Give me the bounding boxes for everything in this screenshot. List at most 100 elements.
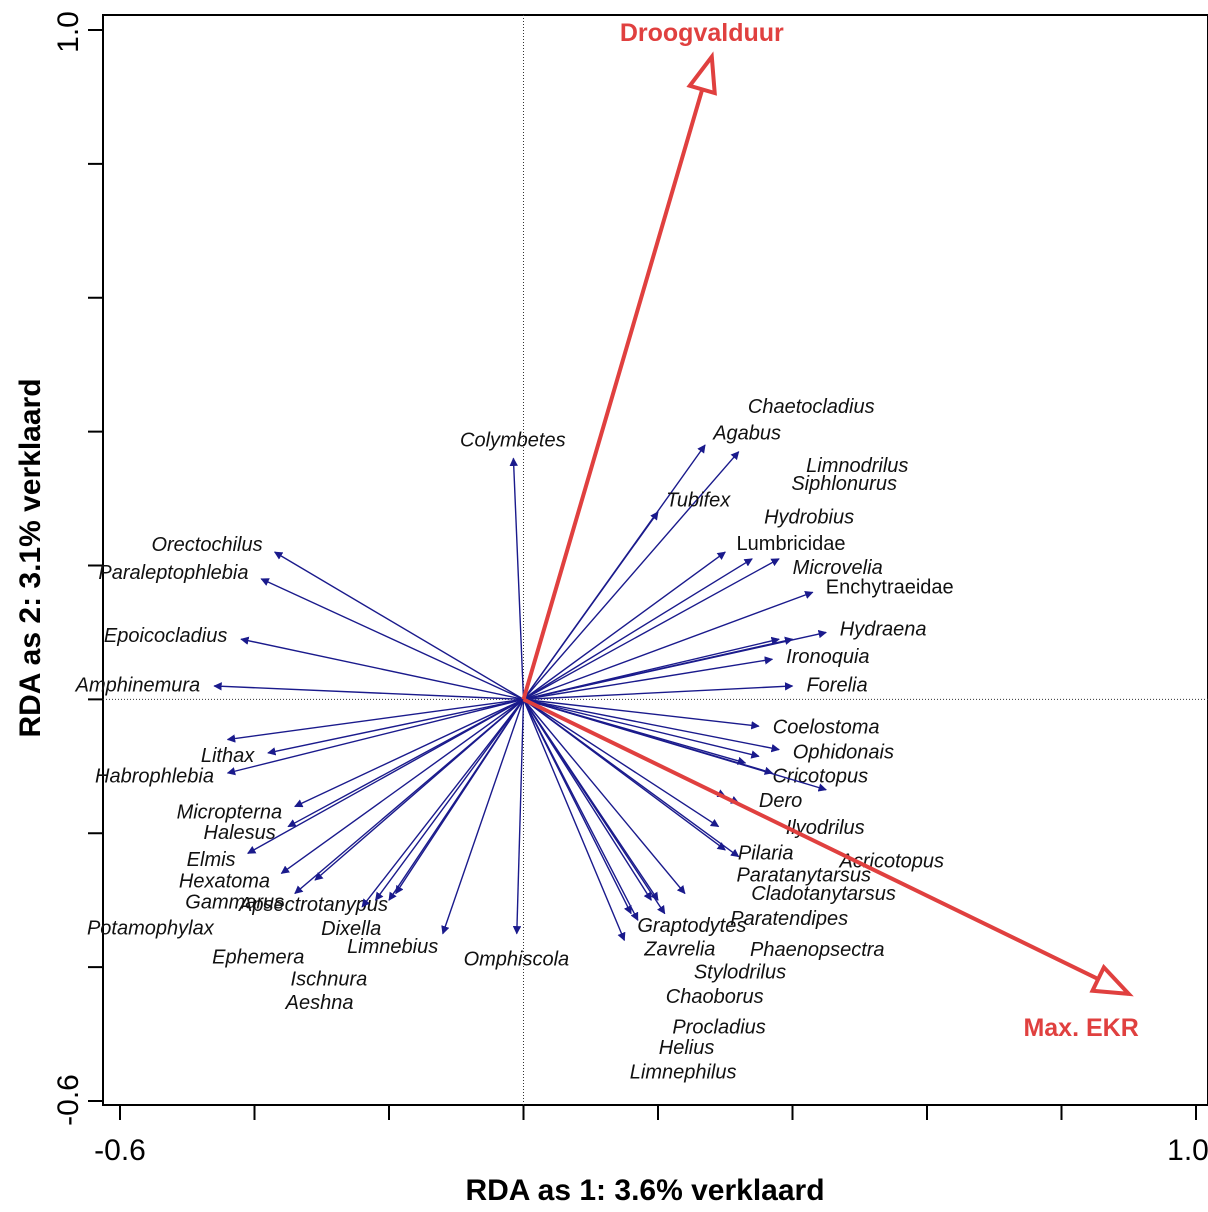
species-arrow: [213, 682, 524, 701]
species-arrow: [280, 698, 524, 874]
species-arrow: [522, 511, 659, 700]
species-label: Siphlonurus: [791, 473, 897, 495]
species-arrow: [522, 699, 626, 942]
species-arrow: [294, 698, 524, 895]
species-arrow: [523, 682, 794, 701]
species-label: Micropterna: [177, 801, 283, 823]
species-arrow: [523, 698, 760, 759]
tick-labels: -0.6 1.0 1.0 -0.6: [52, 11, 1208, 1167]
species-label: Omphiscola: [464, 949, 570, 971]
species-label: Phaenopsectra: [750, 939, 885, 961]
species-arrow: [509, 457, 525, 700]
species-label: Chaetocladius: [748, 396, 875, 418]
species-label: Apsectrotanypus: [238, 894, 388, 916]
x-tick-label-max: 1.0: [1167, 1134, 1208, 1167]
environment-arrow: [521, 56, 714, 700]
species-arrow: [226, 698, 524, 743]
species-label: Ischnura: [291, 968, 368, 990]
species-label: Dixella: [321, 918, 381, 940]
species-arrow: [522, 698, 652, 901]
species-label: Potamophylax: [87, 917, 215, 939]
environment-label: Droogvalduur: [620, 19, 784, 47]
axis-ticks: [88, 29, 1197, 1120]
species-label: Hydrobius: [764, 506, 854, 528]
species-arrow: [294, 698, 524, 808]
species-label: Lumbricidae: [737, 533, 846, 555]
species-label: Halesus: [204, 822, 276, 844]
species-arrow: [388, 698, 525, 901]
species-label: Graptodytes: [637, 915, 746, 937]
species-arrow: [523, 698, 740, 858]
species-arrow: [512, 699, 525, 935]
species-label: Paratanytarsus: [736, 864, 871, 886]
species-label: Tubifex: [666, 490, 731, 512]
species-arrow: [523, 558, 753, 700]
species-arrow: [523, 698, 827, 792]
species-arrow: [522, 451, 740, 700]
species-label: Habrophlebia: [95, 765, 214, 787]
x-axis-title: RDA as 1: 3.6% verklaard: [465, 1174, 824, 1207]
species-arrow: [287, 698, 524, 828]
species-arrow: [240, 636, 524, 701]
species-label: Hydraena: [840, 618, 927, 640]
species-label: Amphinemura: [75, 674, 201, 696]
species-label: Microvelia: [793, 557, 883, 579]
origin-lines: [103, 15, 1208, 1105]
species-label: Dero: [759, 790, 802, 812]
species-arrow: [523, 636, 794, 701]
species-label: Procladius: [672, 1016, 765, 1038]
plot-frame: [102, 14, 1208, 1106]
species-label: Stylodrilus: [694, 961, 786, 983]
species-label: Elmis: [187, 849, 236, 871]
species-label: Limnodrilus: [806, 455, 908, 477]
species-arrow: [267, 698, 524, 756]
species-label: Chaoborus: [666, 986, 764, 1008]
species-label: Ironoquia: [786, 646, 869, 668]
species-arrow: [523, 698, 720, 828]
species-label: Zavrelia: [643, 939, 715, 961]
species-label: Agabus: [712, 423, 781, 445]
species-label: Orectochilus: [151, 534, 262, 556]
species-label: Lithax: [201, 745, 255, 767]
x-tick-label-min: -0.6: [94, 1134, 146, 1167]
species-label: Ophidonais: [793, 741, 894, 763]
species-label: Pilaria: [738, 843, 794, 865]
species-label: Gammarus: [185, 892, 284, 914]
species-arrow: [374, 698, 525, 901]
species-arrow: [523, 698, 760, 730]
species-arrow: [522, 698, 686, 895]
species-label: Enchytraeidae: [826, 576, 954, 598]
environment-arrowhead: [1089, 963, 1134, 997]
environment-arrowhead: [686, 51, 717, 96]
species-arrow: [226, 698, 524, 776]
species-label: Cladotanytarsus: [751, 883, 896, 905]
y-tick-label-min: -0.6: [52, 1074, 85, 1126]
species-label: Paratendipes: [730, 908, 848, 930]
species-arrow: [247, 698, 524, 854]
species-label: Helius: [659, 1037, 715, 1059]
species-arrow: [523, 656, 774, 701]
species-label: Limnebius: [347, 936, 438, 958]
species-arrow: [361, 698, 525, 908]
species-vectors: Colymbetes Agabus Chaetocladius Tubifex Lumb…: [75, 396, 954, 1083]
species-arrow: [523, 551, 726, 700]
species-arrow: [260, 578, 524, 701]
species-label: Hexatoma: [179, 871, 270, 893]
species-label: Coelostoma: [773, 717, 880, 739]
species-arrow: [441, 699, 525, 935]
species-label: Epoicocladius: [104, 625, 227, 647]
species-arrow: [523, 698, 780, 753]
species-label: Ilyodrilus: [786, 817, 865, 839]
species-label: Colymbetes: [460, 429, 566, 451]
species-label: Aeshna: [285, 992, 354, 1014]
species-label: Paraleptophlebia: [98, 562, 248, 584]
species-label: Ephemera: [212, 946, 304, 968]
species-label: Cricotopus: [772, 766, 868, 788]
y-axis-title: RDA as 2: 3.1% verklaard: [14, 378, 47, 737]
species-arrow: [523, 590, 814, 701]
environment-label: Max. EKR: [1023, 1014, 1138, 1042]
environmental-vectors: Droogvalduur Max. EKR: [521, 19, 1139, 1042]
y-tick-label-max: 1.0: [52, 11, 85, 53]
species-arrow: [523, 558, 780, 700]
